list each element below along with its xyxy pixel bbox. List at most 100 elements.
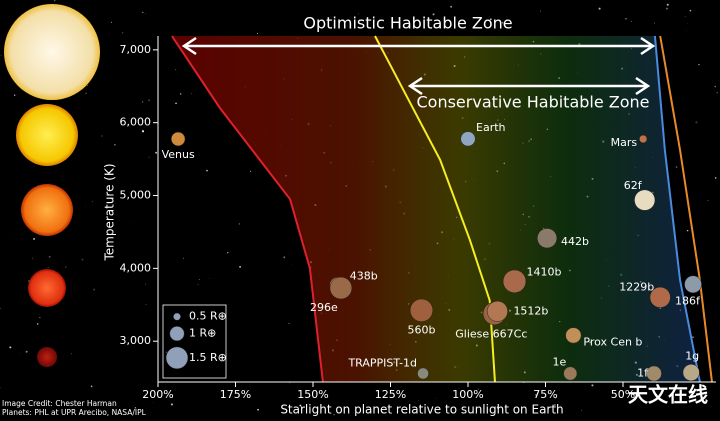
planet [682,364,700,382]
background-star [91,200,94,203]
background-star [581,409,582,411]
background-star [450,5,453,8]
background-star [238,223,241,225]
planet [646,365,662,382]
planet-label: 1g [685,350,699,363]
background-star [653,22,655,24]
background-star [55,170,57,172]
background-star [141,130,145,133]
y-tick-label: 6,000 [120,116,152,129]
background-star [145,13,146,14]
background-star [198,279,200,281]
planet-label: 1f [637,366,649,379]
background-star [65,266,67,268]
background-star [90,385,93,388]
zone-arrows [181,36,656,96]
arrow-head [407,76,423,96]
background-star [686,229,689,232]
arrow-head [181,36,197,56]
planet-label: Gliese 667Cc [455,328,527,341]
background-star [228,121,229,123]
background-star [707,200,709,202]
background-star [257,32,259,34]
planet-label: 1410b [527,265,562,278]
planet-label: Mars [611,136,638,149]
background-star [93,288,96,291]
planet-label: 1512b [513,304,548,317]
background-star [299,404,302,407]
planet [563,366,578,381]
size-legend-marker [173,312,181,321]
background-star [249,170,252,172]
background-star [148,99,151,102]
y-tick-label: 5,000 [120,189,152,202]
background-star [239,265,242,268]
star-icon [16,104,78,166]
star-icon [37,347,57,367]
y-tick-label: 7,000 [120,43,152,56]
background-star [63,173,65,174]
background-star [48,255,51,258]
planet-label: 62f [624,179,643,192]
background-star [209,278,210,279]
size-legend-label: 1 R⊕ [189,327,216,340]
planet-label: TRAPPIST-1d [347,356,417,369]
size-legend-label: 1.5 R⊕ [189,351,227,364]
background-star [490,18,492,20]
background-star [554,404,556,406]
background-star [191,93,193,95]
background-star [625,17,627,20]
planet-label: 186f [675,294,701,307]
background-star [20,353,21,355]
background-star [151,402,153,403]
background-star [165,351,167,353]
background-star [114,143,116,146]
background-star [145,283,147,285]
background-star [25,350,28,353]
background-star [155,151,158,154]
planet [502,269,527,293]
zone-edge [659,35,713,383]
background-star [418,399,420,401]
zone-title: Optimistic Habitable Zone [303,14,512,33]
background-star [183,257,185,259]
x-axis-title: Starlight on planet relative to sunlight… [280,403,563,417]
x-tick-label: 75% [533,388,557,401]
background-star [477,388,480,390]
planet-label: 560b [408,323,436,336]
planet-label: Prox Cen b [583,335,642,348]
background-star [0,54,2,57]
background-star [227,251,229,254]
planet [634,189,656,211]
watermark: 天文在线 [628,383,708,407]
background-star [665,7,669,10]
x-tick-label: 200% [142,388,173,401]
arrow-head [640,36,656,56]
background-star [0,307,1,309]
background-star [714,85,716,88]
background-star [435,397,437,399]
star-icon [28,269,66,307]
planet [639,134,648,144]
background-star [179,93,182,95]
background-star [283,256,286,259]
background-star [36,323,39,325]
background-star [53,0,56,2]
background-star [110,21,113,23]
background-star [630,21,632,23]
x-tick-label: 125% [375,388,406,401]
background-star [33,238,35,240]
background-star [39,316,41,319]
x-tick-label: 100% [452,388,483,401]
background-star [598,7,601,10]
background-star [432,13,435,16]
background-star [675,166,678,168]
background-star [714,177,717,179]
planet-label: Venus [162,148,195,161]
x-tick-label: 150% [297,388,328,401]
background-star [358,13,359,15]
background-star [689,9,692,12]
planet-label: 1229b [619,280,654,293]
background-star [85,92,87,94]
